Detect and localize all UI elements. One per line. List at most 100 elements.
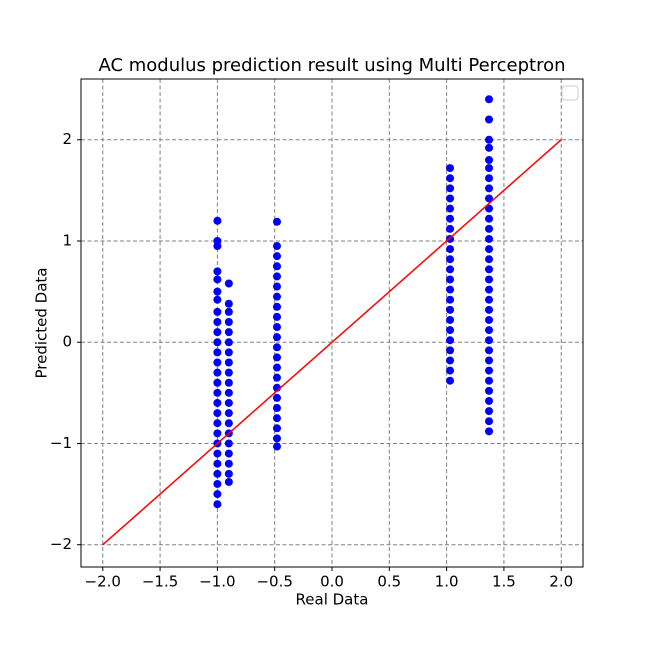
scatter-point [213,479,222,488]
scatter-point [213,328,222,337]
scatter-point [485,356,494,365]
scatter-point [485,346,494,355]
x-tick-label: 0.5 [377,573,401,591]
scatter-point [446,245,455,254]
scatter-point [485,265,494,274]
scatter-point [213,338,222,347]
scatter-point [213,388,222,397]
scatter-point [272,217,281,226]
scatter-point [224,279,233,288]
scatter-point [485,204,494,213]
scatter-point [446,214,455,223]
scatter-point [446,224,455,233]
scatter-point [224,469,233,478]
grid [81,79,583,567]
scatter-point [272,343,281,352]
y-tick-label: −2 [50,535,72,553]
scatter-point [446,305,455,314]
scatter-point [224,328,233,337]
scatter-point [446,265,455,274]
x-tick-label: −1.5 [142,573,178,591]
y-tick-label: 0 [62,333,72,351]
scatter-point [272,414,281,423]
scatter-point [446,255,455,264]
scatter-point [224,358,233,367]
scatter-point [272,353,281,362]
scatter-point [224,439,233,448]
scatter-point [224,348,233,357]
scatter-point [446,204,455,213]
scatter-point [272,242,281,251]
scatter-point [272,434,281,443]
scatter-point [485,336,494,345]
scatter-point [224,338,233,347]
scatter-point [485,214,494,223]
scatter-point [446,275,455,284]
scatter-point [224,307,233,316]
y-axis-label: Predicted Data [33,268,51,379]
scatter-point [485,305,494,314]
x-tick-label: 2.0 [549,573,573,591]
scatter-point [272,373,281,382]
scatter-point [224,368,233,377]
scatter-point [213,500,222,509]
scatter-point [485,396,494,405]
scatter-point [224,459,233,468]
scatter-point [224,317,233,326]
reference-line [102,139,562,546]
scatter-point [446,315,455,324]
scatter-point [485,366,494,375]
scatter-point [485,155,494,164]
scatter-point [446,356,455,365]
x-tick-label: −2.0 [85,573,121,591]
scatter-point [485,275,494,284]
scatter-point [485,143,494,152]
scatter-point [446,346,455,355]
scatter-point [213,459,222,468]
scatter-point [213,469,222,478]
scatter-point [485,295,494,304]
scatter-point [446,174,455,183]
scatter-point [272,393,281,402]
scatter-point [272,272,281,281]
scatter-point [213,398,222,407]
scatter-point [213,307,222,316]
scatter-point [272,442,281,451]
scatter-point [272,424,281,433]
scatter-point [446,376,455,385]
scatter-point [213,409,222,418]
scatter-point [485,427,494,436]
scatter-point [213,348,222,357]
plot-area [102,95,562,546]
scatter-point [485,135,494,144]
scatter-point [485,245,494,254]
scatter-point [213,267,222,276]
scatter-point [485,326,494,335]
scatter-point [446,194,455,203]
x-tick-label: 1.0 [435,573,459,591]
scatter-point [485,417,494,426]
scatter-point [224,449,233,458]
scatter-point [446,164,455,173]
scatter-point [446,285,455,294]
y-tick-label: −1 [50,434,72,452]
scatter-point [213,490,222,499]
scatter-point [272,302,281,311]
scatter-point [485,95,494,104]
scatter-point [272,282,281,291]
scatter-point [213,216,222,225]
scatter-point [485,184,494,193]
y-tick-label: 2 [62,130,72,148]
scatter-point [213,275,222,284]
scatter-point [213,368,222,377]
x-tick-label: 1.5 [492,573,516,591]
scatter-point [272,262,281,271]
scatter-point [485,194,494,203]
scatter-point [213,419,222,428]
scatter-point [213,287,222,296]
x-axis-label: Real Data [296,591,369,609]
scatter-point [485,315,494,324]
ticks: −2.0 −1.5 −1.0 −0.5 0.0 0.5 1.0 1.5 2.0 −2 −1 0 1 2 [50,130,573,590]
scatter-point [224,299,233,308]
